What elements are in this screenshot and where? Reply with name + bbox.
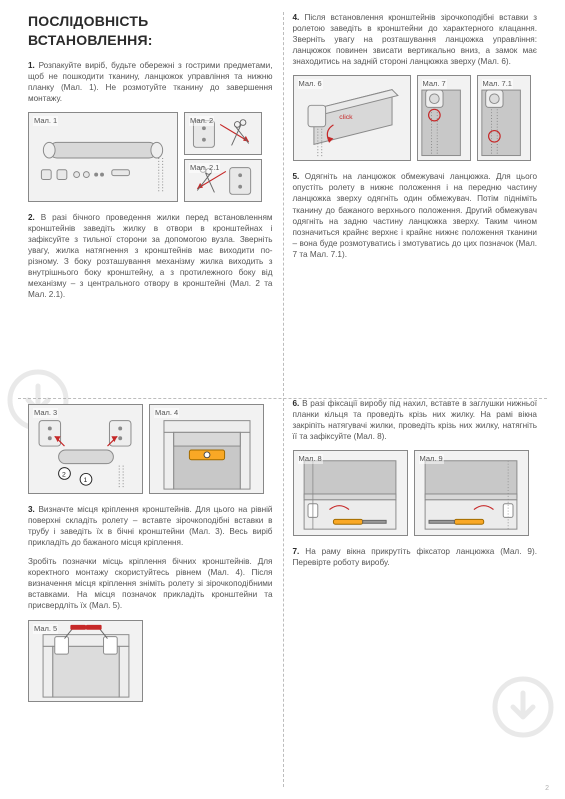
figure-7-1: Мал. 7.1 (477, 75, 531, 161)
horizontal-divider (18, 398, 547, 399)
step-6-text: 6. В разі фіксації виробу під нахил, вст… (293, 398, 538, 442)
figure-label: Мал. 3 (33, 408, 58, 418)
quadrant-top-left: ПОСЛІДОВНІСТЬ ВСТАНОВЛЕННЯ: 1. Розпакуйт… (18, 12, 283, 384)
figure-5: Мал. 5 (28, 620, 143, 702)
watermark-icon (491, 675, 555, 739)
step-2-body: В разі бічного проведення жилки перед вс… (28, 213, 273, 299)
step-6-body: В разі фіксації виробу під нахил, вставт… (293, 399, 538, 441)
svg-text:2: 2 (62, 471, 66, 478)
figure-label: Мал. 9 (419, 454, 444, 464)
step-4-text: 4. Після встановлення кронштейнів зірочк… (293, 12, 538, 67)
step-7-text: 7. На раму вікна прикрутіть фіксатор лан… (293, 546, 538, 568)
figure-label: Мал. 8 (298, 454, 323, 464)
page-title: ПОСЛІДОВНІСТЬ ВСТАНОВЛЕННЯ: (28, 12, 273, 50)
figure-4: Мал. 4 (149, 404, 264, 494)
figure-1: Мал. 1 (28, 112, 178, 202)
step-1-text: 1. Розпакуйте виріб, будьте обережні з г… (28, 60, 273, 104)
step-2-text: 2. В разі бічного проведення жилки перед… (28, 212, 273, 301)
figure-2-1: Мал. 2.1 (184, 159, 262, 202)
figure-label: Мал. 4 (154, 408, 179, 418)
figure-label: Мал. 2.1 (189, 163, 220, 173)
step-5-body: Одягніть на ланцюжок обмежувачі ланцюжка… (293, 172, 538, 258)
figure-label: Мал. 7.1 (482, 79, 513, 89)
figure-6: Мал. 6 click (293, 75, 411, 161)
figure-8: Мал. 8 (293, 450, 408, 536)
figure-2: Мал. 2 (184, 112, 262, 155)
step-3a-text: 3. Визначте місця кріплення кронштейнів.… (28, 504, 273, 548)
page-number: 2 (545, 784, 549, 793)
figure-label: Мал. 7 (422, 79, 447, 89)
figure-label: Мал. 5 (33, 624, 58, 634)
figure-7: Мал. 7 (417, 75, 471, 161)
step-4-body: Після встановлення кронштейнів зірочкопо… (293, 13, 538, 66)
step-3b-body: Зробіть позначки місць кріплення бічних … (28, 557, 273, 610)
step-7-body: На раму вікна прикрутіть фіксатор ланцюж… (293, 547, 537, 567)
figure-9: Мал. 9 (414, 450, 529, 536)
figure-3: Мал. 3 2 1 (28, 404, 143, 494)
figure-label: Мал. 1 (33, 116, 58, 126)
quadrant-bottom-left: Мал. 3 2 1 Мал. 4 (18, 384, 283, 787)
click-label: click (339, 114, 353, 121)
step-3b-text: Зробіть позначки місць кріплення бічних … (28, 556, 273, 611)
vertical-divider (283, 12, 284, 787)
step-3a-body: Визначте місця кріплення кронштейнів. Дл… (28, 505, 273, 547)
svg-text:1: 1 (84, 477, 88, 484)
figure-label: Мал. 2 (189, 116, 214, 126)
quadrant-top-right: 4. Після встановлення кронштейнів зірочк… (283, 12, 548, 384)
step-5-text: 5. Одягніть на ланцюжок обмежувачі ланцю… (293, 171, 538, 260)
step-1-body: Розпакуйте виріб, будьте обережні з гост… (28, 61, 273, 103)
figure-label: Мал. 6 (298, 79, 323, 89)
